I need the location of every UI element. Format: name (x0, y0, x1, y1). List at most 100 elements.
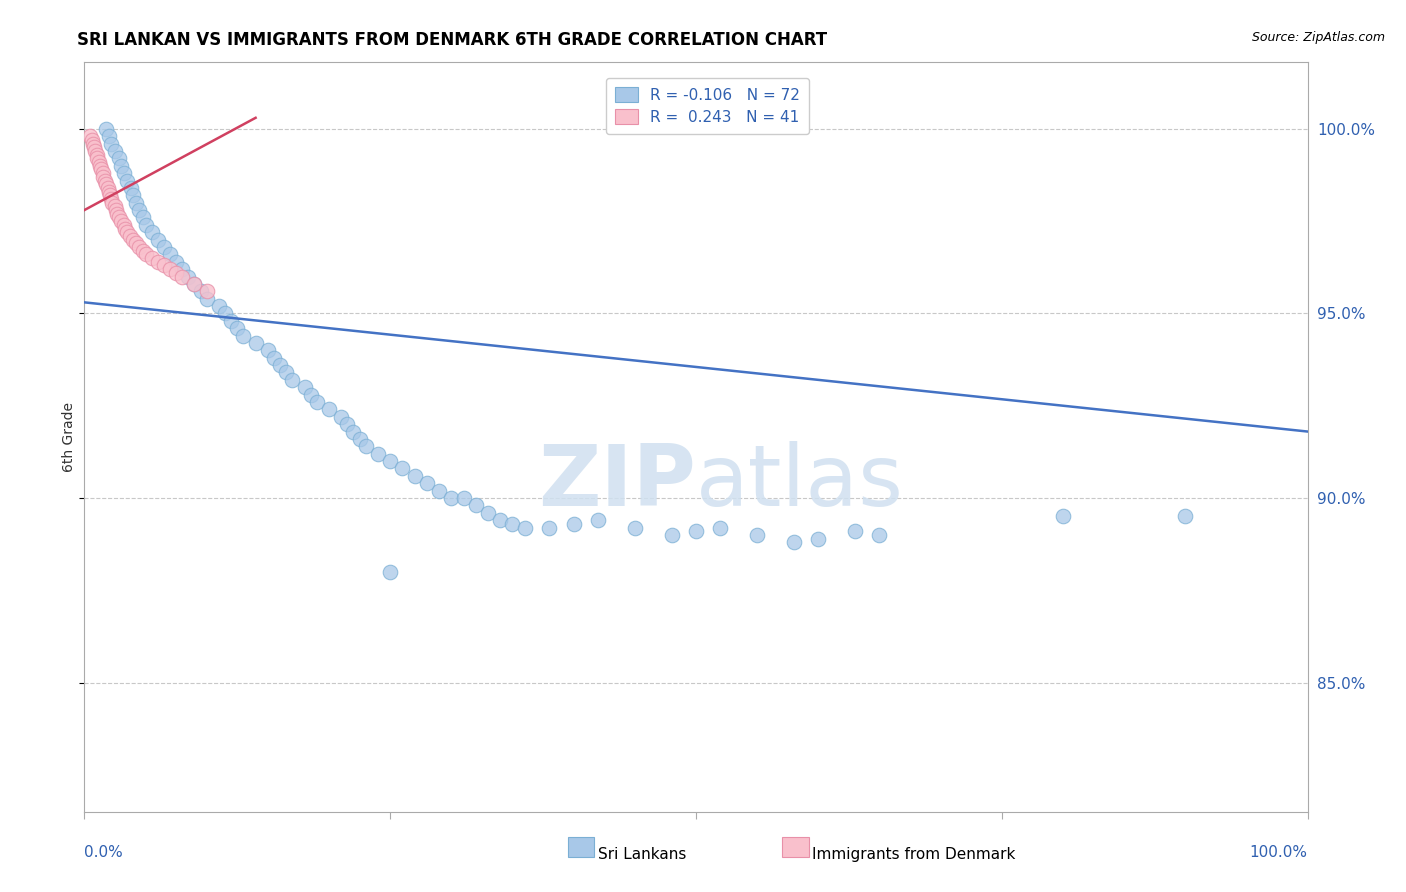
Point (141, 251, 163, 265)
Point (100, 136, 122, 151)
Point (305, 395, 328, 409)
Point (97, 185, 120, 199)
Point (104, 199, 127, 213)
Point (416, 476, 439, 491)
Point (354, 439, 377, 453)
Point (440, 491, 463, 505)
Point (135, 218, 157, 232)
Point (257, 343, 280, 358)
Point (115, 225, 138, 239)
Point (562, 516, 585, 531)
Point (232, 328, 254, 343)
Point (336, 417, 359, 432)
Point (208, 299, 231, 313)
Point (146, 233, 169, 247)
Point (122, 233, 145, 247)
Point (110, 159, 132, 173)
Point (380, 454, 402, 468)
Point (128, 240, 150, 254)
Point (464, 499, 486, 513)
Point (477, 506, 499, 520)
Point (661, 528, 683, 542)
Point (146, 254, 169, 268)
Point (114, 221, 136, 235)
Point (105, 207, 128, 221)
Point (79, 129, 101, 144)
Point (132, 244, 155, 258)
Point (245, 335, 267, 350)
Point (91, 166, 114, 180)
Y-axis label: 6th Grade: 6th Grade (62, 402, 76, 472)
Point (159, 262, 181, 277)
Point (90, 162, 112, 177)
Point (97, 129, 120, 144)
Point (685, 524, 707, 539)
Point (807, 532, 830, 546)
Point (172, 269, 194, 284)
Point (513, 520, 536, 534)
Point (101, 195, 124, 210)
Point (87, 155, 110, 169)
Point (367, 447, 389, 461)
Point (110, 214, 132, 228)
Point (80, 133, 103, 147)
Text: Immigrants from Denmark: Immigrants from Denmark (813, 847, 1015, 862)
Point (586, 513, 609, 527)
Point (380, 565, 402, 579)
Point (115, 173, 138, 187)
Point (97, 181, 120, 195)
Text: ZIP: ZIP (538, 441, 696, 524)
Point (869, 528, 891, 542)
Point (128, 203, 150, 218)
FancyBboxPatch shape (782, 838, 808, 856)
Point (709, 520, 731, 534)
Point (82, 136, 104, 151)
Legend: R = -0.106   N = 72, R =  0.243   N = 41: R = -0.106 N = 72, R = 0.243 N = 41 (606, 78, 808, 134)
Point (747, 528, 769, 542)
Point (165, 254, 187, 268)
Point (195, 285, 218, 299)
Point (165, 266, 187, 280)
Point (112, 166, 135, 180)
Point (105, 203, 128, 218)
Point (214, 306, 236, 320)
Point (404, 468, 426, 483)
Point (141, 225, 163, 239)
Point (281, 373, 304, 387)
Text: Sri Lankans: Sri Lankans (598, 847, 686, 862)
Point (112, 218, 135, 232)
Point (177, 269, 200, 284)
Point (89, 159, 111, 173)
Point (276, 366, 298, 380)
Point (107, 152, 129, 166)
Point (195, 292, 218, 306)
Point (226, 321, 249, 335)
Point (83, 140, 105, 154)
Text: SRI LANKAN VS IMMIGRANTS FROM DENMARK 6TH GRADE CORRELATION CHART: SRI LANKAN VS IMMIGRANTS FROM DENMARK 6T… (77, 31, 828, 49)
Point (219, 314, 242, 328)
Point (453, 491, 475, 505)
Text: Source: ZipAtlas.com: Source: ZipAtlas.com (1251, 31, 1385, 45)
Point (125, 195, 148, 210)
Point (98, 188, 121, 202)
Point (502, 516, 524, 531)
Point (118, 228, 141, 243)
Point (263, 351, 285, 365)
Point (96, 178, 118, 192)
Point (132, 211, 155, 225)
Point (107, 211, 129, 225)
Point (538, 520, 561, 534)
Point (120, 181, 142, 195)
Text: 100.0%: 100.0% (1250, 846, 1308, 861)
Point (135, 247, 157, 261)
Point (153, 240, 176, 254)
Point (1174, 509, 1197, 524)
FancyBboxPatch shape (568, 838, 595, 856)
Point (427, 483, 450, 498)
Point (183, 277, 205, 291)
Point (844, 524, 866, 539)
Point (104, 144, 127, 158)
Point (122, 188, 145, 202)
Point (342, 425, 364, 439)
Point (183, 277, 205, 291)
